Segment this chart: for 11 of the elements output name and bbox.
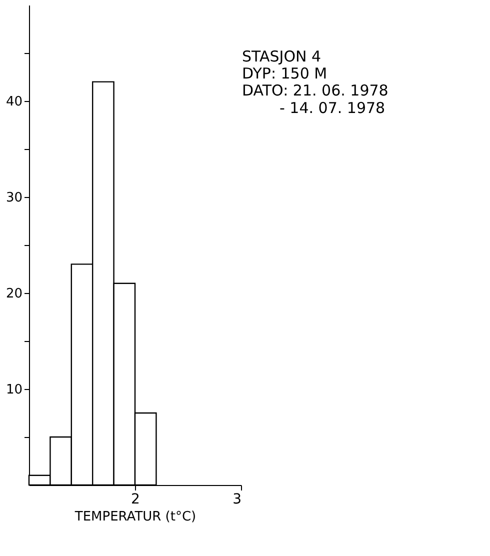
y-tick-label: 10 [6,382,22,398]
text: STASJON 4 [242,47,322,66]
text: - 14. 07. 1978 [280,98,386,117]
text: DYP: 150 M [242,64,328,83]
y-tick-label: 40 [6,94,22,110]
x-axis-title: TEMPERATUR (t°C) [74,510,196,524]
y-tick-label: 30 [6,190,22,206]
text: DATO: 21. 06. 1978 [242,82,388,100]
x-tick-label: 2 [131,492,140,508]
y-tick-label: 20 [6,286,22,302]
x-tick-label: 3 [232,492,242,508]
